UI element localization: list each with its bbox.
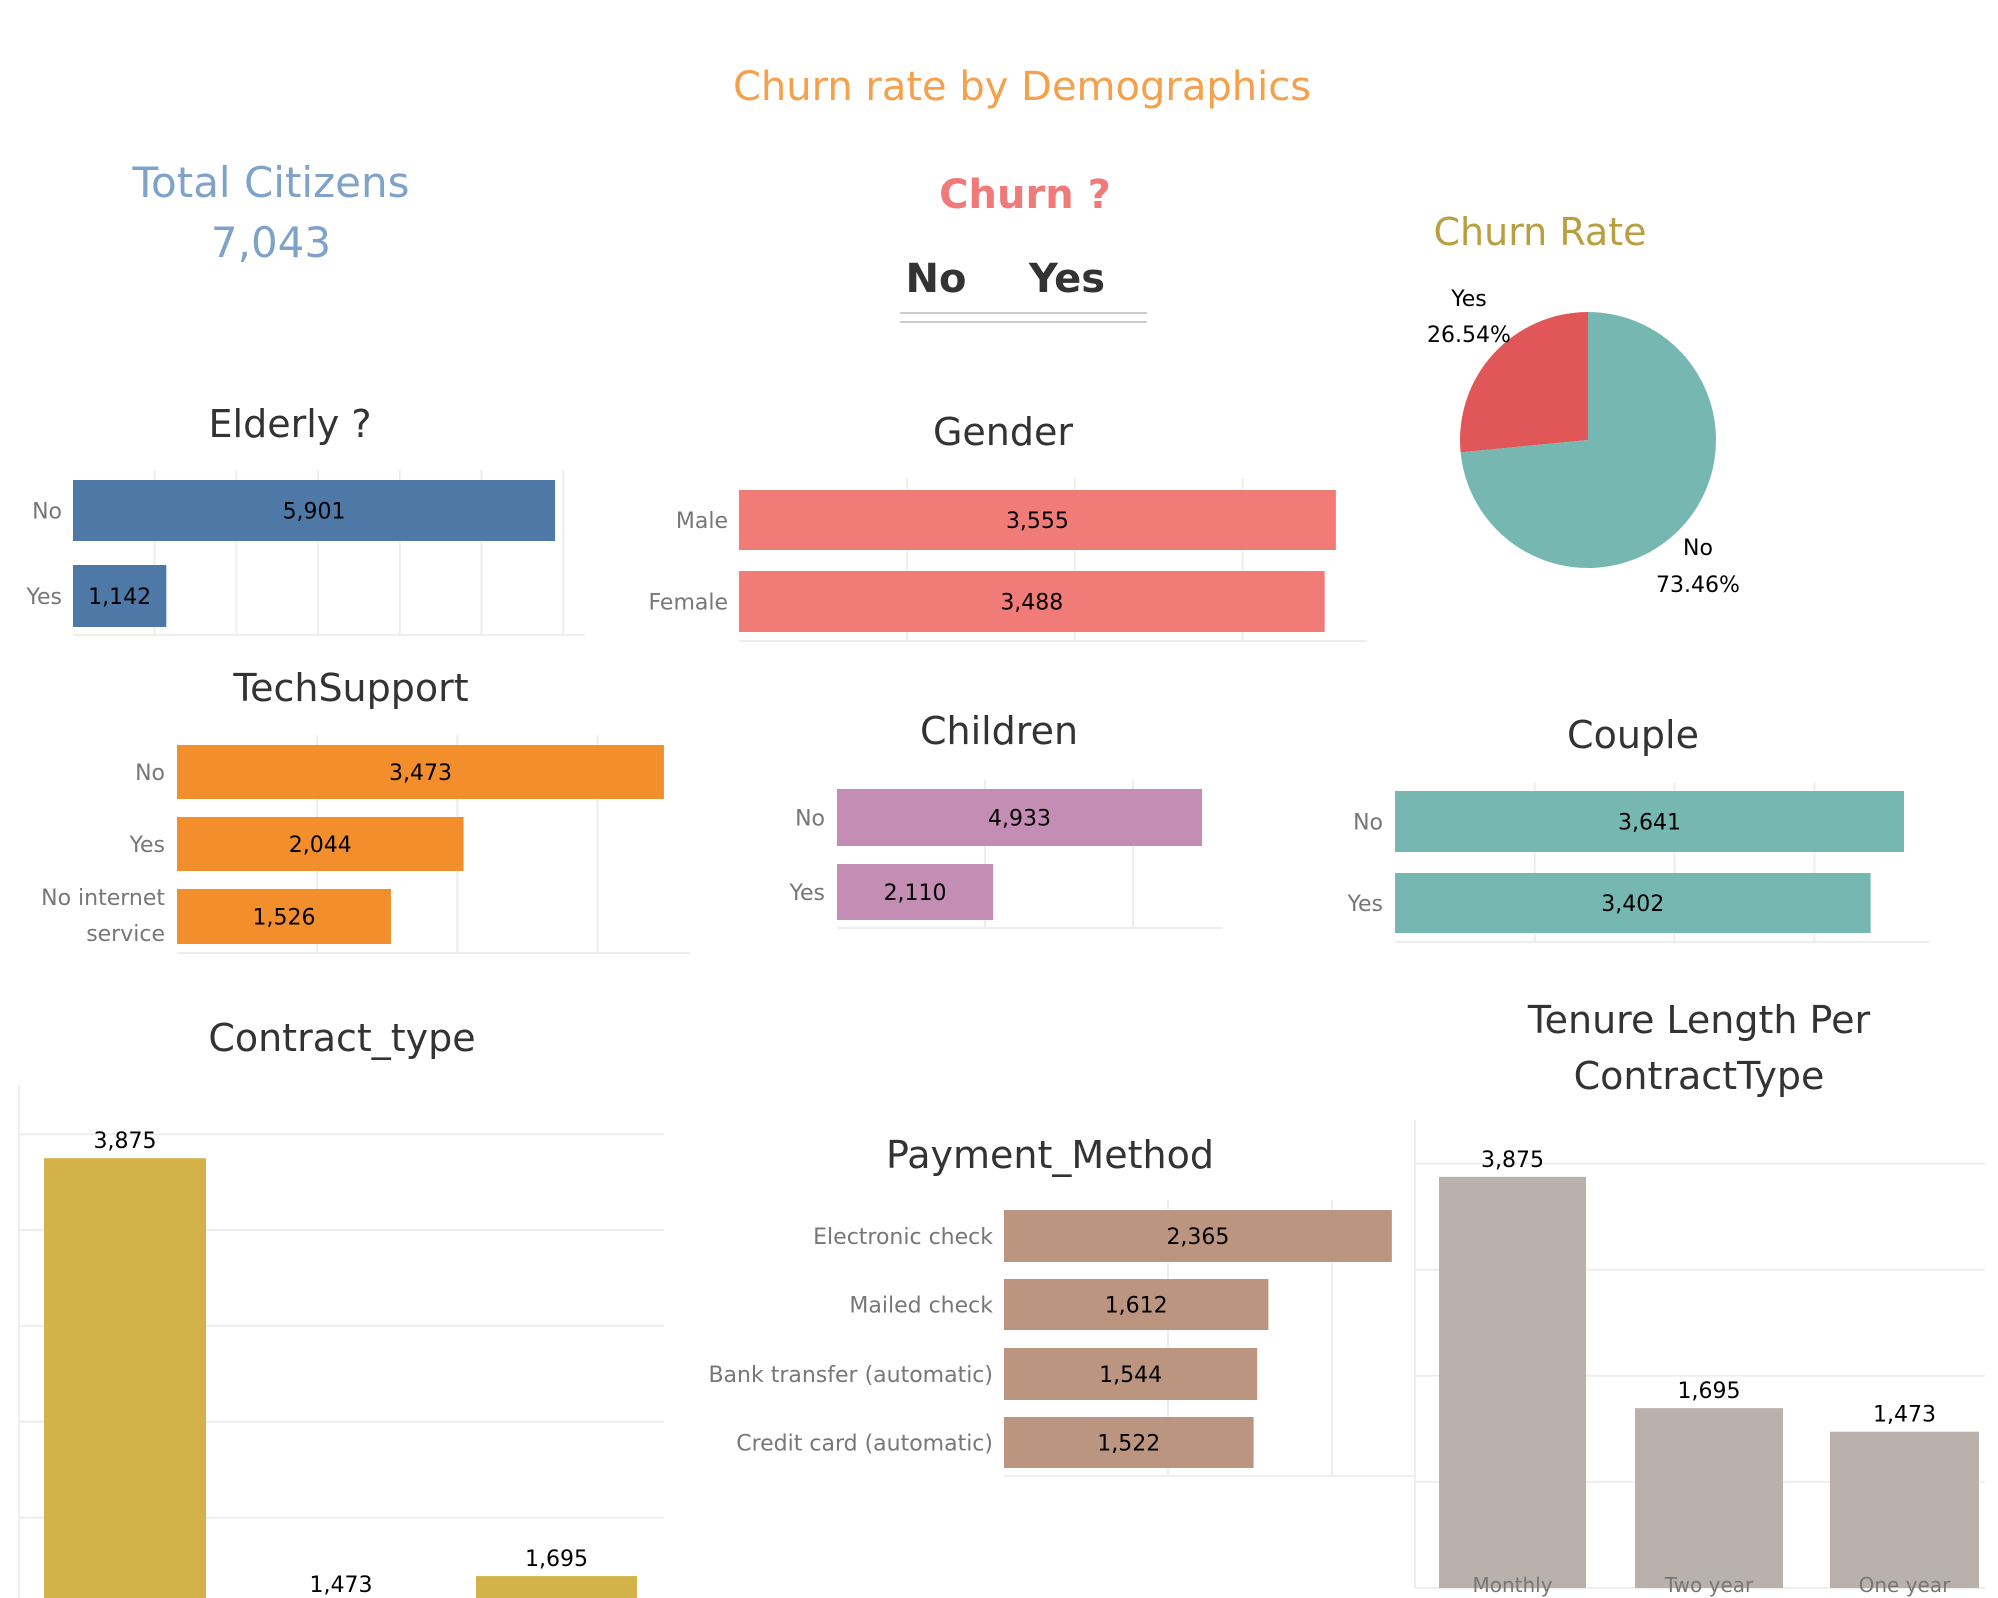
bar-value-label: 3,641 bbox=[1618, 811, 1681, 836]
churn-filter-yes[interactable]: Yes bbox=[1028, 256, 1106, 302]
category-label: Yes bbox=[128, 833, 165, 858]
bar-contract bbox=[476, 1576, 637, 1598]
category-label: Yes bbox=[1346, 892, 1383, 917]
pie-slice-no bbox=[1460, 312, 1717, 568]
bar-elderly bbox=[73, 565, 167, 627]
chart-title: TechSupport bbox=[233, 666, 469, 710]
bar-couple bbox=[1395, 873, 1871, 933]
bar-value-label: 1,473 bbox=[1873, 1403, 1936, 1428]
bar-value-label: 3,875 bbox=[94, 1129, 157, 1154]
total-citizens-label: Total Citizens bbox=[132, 158, 410, 207]
category-label: Credit card (automatic) bbox=[736, 1432, 993, 1457]
bar-tenure bbox=[1830, 1431, 1979, 1588]
bar-children bbox=[837, 864, 994, 920]
bar-elderly bbox=[73, 480, 556, 541]
bar-value-label: 1,522 bbox=[1097, 1432, 1160, 1457]
bar-techsupport bbox=[177, 889, 391, 944]
dashboard-title: Churn rate by Demographics bbox=[732, 64, 1312, 110]
bar-value-label: 2,044 bbox=[289, 833, 352, 858]
bar-tenure bbox=[1439, 1176, 1586, 1588]
category-label: No bbox=[1353, 811, 1383, 836]
bar-payment bbox=[1004, 1279, 1269, 1330]
legend-divider bbox=[900, 312, 1147, 314]
bar-value-label: 1,473 bbox=[310, 1573, 373, 1598]
churn-filter-no[interactable]: No bbox=[905, 256, 967, 302]
total-citizens-value: 7,043 bbox=[210, 218, 332, 267]
bar-value-label: 3,488 bbox=[1000, 591, 1063, 616]
bar-payment bbox=[1004, 1348, 1258, 1400]
category-label: One year bbox=[1859, 1573, 1951, 1597]
chart-title: Tenure Length Per ContractType bbox=[1527, 998, 1871, 1098]
bar-payment bbox=[1004, 1210, 1392, 1262]
chart-title: Churn Rate bbox=[1433, 210, 1647, 254]
bar-value-label: 1,142 bbox=[88, 585, 151, 610]
category-label: Male bbox=[676, 509, 728, 534]
bar-value-label: 1,526 bbox=[252, 906, 315, 931]
chart-title: Contract_type bbox=[208, 1016, 476, 1060]
category-label: Bank transfer (automatic) bbox=[708, 1363, 993, 1388]
bar-value-label: 3,473 bbox=[389, 761, 452, 786]
bar-gender bbox=[739, 571, 1325, 632]
category-label: No bbox=[32, 500, 62, 525]
chart-title: Couple bbox=[1567, 713, 1699, 757]
category-label: Two year bbox=[1664, 1573, 1754, 1597]
bar-value-label: 3,875 bbox=[1481, 1148, 1544, 1173]
bar-value-label: 1,612 bbox=[1105, 1294, 1168, 1319]
chart-title: Elderly ? bbox=[208, 402, 372, 446]
bar-couple bbox=[1395, 791, 1905, 852]
bar-gender bbox=[739, 490, 1336, 550]
pie-slice-yes bbox=[1460, 312, 1588, 453]
category-label: No bbox=[795, 807, 825, 832]
bar-tenure bbox=[1635, 1408, 1783, 1588]
bar-children bbox=[837, 789, 1203, 846]
category-label: Mailed check bbox=[849, 1294, 993, 1319]
bar-techsupport bbox=[177, 745, 664, 799]
chart-title: Payment_Method bbox=[886, 1133, 1214, 1177]
category-label: No internet service bbox=[41, 885, 165, 947]
bar-contract bbox=[44, 1158, 206, 1598]
category-label: Yes bbox=[788, 881, 825, 906]
bar-value-label: 2,110 bbox=[884, 881, 947, 906]
bar-value-label: 5,901 bbox=[283, 500, 346, 525]
bar-value-label: 4,933 bbox=[988, 807, 1051, 832]
pie-percent: 73.46% bbox=[1656, 573, 1740, 598]
pie-label: No bbox=[1683, 536, 1713, 561]
bar-payment bbox=[1004, 1417, 1254, 1468]
pie-label: Yes bbox=[1450, 287, 1487, 312]
category-label: Monthly bbox=[1472, 1573, 1552, 1597]
category-label: Electronic check bbox=[813, 1225, 993, 1250]
legend-divider bbox=[900, 321, 1147, 323]
bar-value-label: 3,555 bbox=[1006, 509, 1069, 534]
bar-value-label: 1,544 bbox=[1099, 1363, 1162, 1388]
category-label: No bbox=[135, 761, 165, 786]
chart-title: Children bbox=[919, 709, 1079, 753]
bar-value-label: 1,695 bbox=[1678, 1379, 1741, 1404]
category-label: Yes bbox=[25, 585, 62, 610]
bar-value-label: 3,402 bbox=[1601, 892, 1664, 917]
bar-value-label: 1,695 bbox=[525, 1547, 588, 1572]
pie-percent: 26.54% bbox=[1427, 323, 1511, 348]
chart-title: Gender bbox=[932, 410, 1074, 454]
churn-filter-title: Churn ? bbox=[939, 172, 1111, 218]
category-label: Female bbox=[648, 591, 728, 616]
bar-value-label: 2,365 bbox=[1166, 1225, 1229, 1250]
bar-techsupport bbox=[177, 817, 464, 871]
